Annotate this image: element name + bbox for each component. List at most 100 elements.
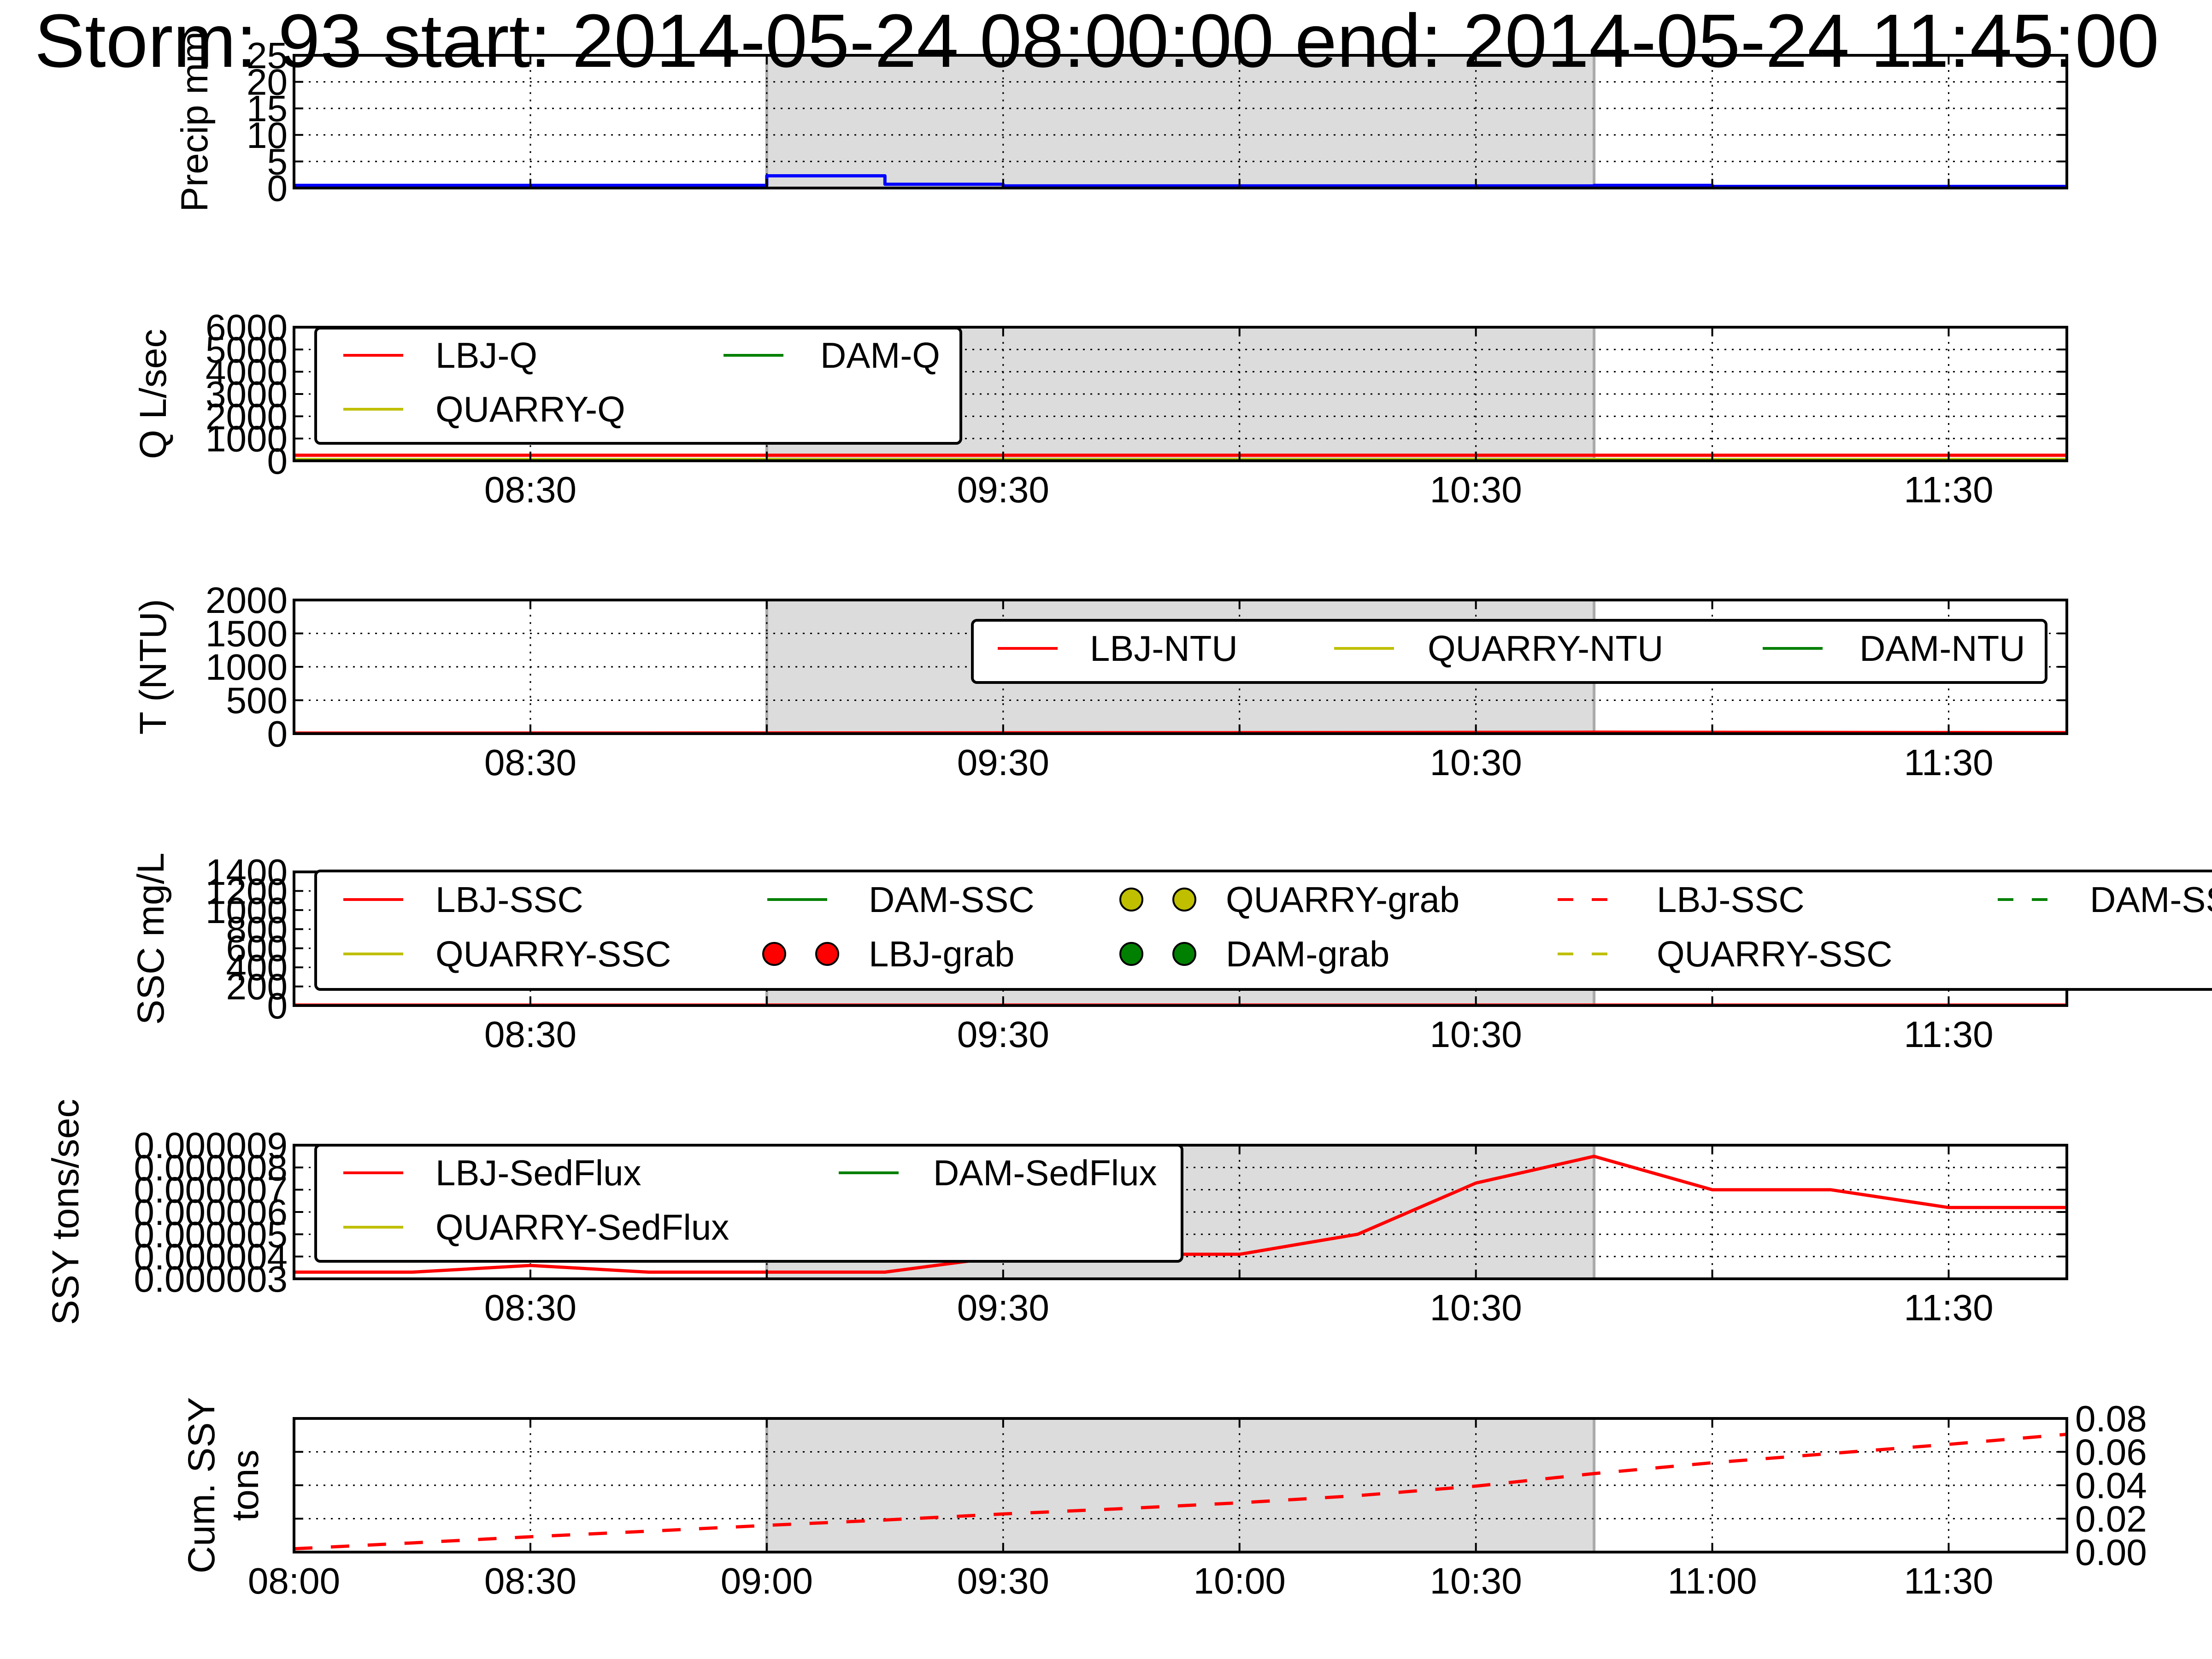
y-tick-label: 0.000006: [134, 1192, 288, 1233]
series-layer: [294, 1432, 2067, 1551]
figure-title: Storm: 93 start: 2014-05-24 08:00:00 end…: [35, 0, 2159, 83]
y-axis-label: tons: [224, 1450, 266, 1521]
y-tick-label: 1400: [206, 852, 288, 893]
legend-label: DAM-SSC: [869, 879, 1035, 920]
legend-label: QUARRY-Q: [435, 389, 625, 429]
y-tick-label: 0.06: [2075, 1432, 2147, 1473]
y-tick-label: 1200: [206, 871, 288, 912]
y-tick-label: 3000: [206, 374, 288, 415]
y-tick-label: 400: [226, 947, 288, 988]
legend-label: LBJ-Q: [435, 335, 537, 376]
x-tick-label: 11:00: [1667, 1560, 1757, 1601]
y-tick-label: 4000: [206, 352, 288, 393]
x-tick-label: 08:00: [248, 1560, 340, 1601]
legend-dot-swatch: [1119, 942, 1143, 966]
y-tick-label: 2000: [206, 396, 288, 437]
y-axis-label: Q L/sec: [132, 329, 174, 459]
legend-label: DAM-SedFlux: [933, 1153, 1157, 1193]
y-tick-label: 25: [247, 35, 288, 76]
x-tick-label: 10:30: [1430, 1287, 1522, 1328]
y-tick-label: 0: [267, 168, 288, 209]
y-tick-label: 0.000003: [134, 1259, 288, 1300]
legend-label: LBJ-SedFlux: [435, 1153, 641, 1193]
legend-dot-swatch: [1119, 888, 1143, 912]
panel-sedflux: 08:30 09:30 10:30 11:300.0000030.0000040.00…: [45, 1099, 2068, 1328]
legend-box: [314, 1144, 1183, 1263]
y-tick-label: 1500: [206, 613, 288, 654]
x-tick-label: 08:30: [484, 742, 577, 783]
series-lbj-cum-ssy: [294, 1432, 2067, 1551]
y-tick-label: 800: [226, 909, 288, 950]
legend-dot-swatch: [1172, 888, 1196, 912]
y-tick-label: 0.000004: [134, 1236, 288, 1277]
legend-label: LBJ-SSC: [435, 879, 583, 920]
legend-label: QUARRY-grab: [1226, 879, 1459, 920]
x-tick-label: 09:30: [957, 469, 1049, 510]
x-tick-label: 10:00: [1194, 1560, 1286, 1601]
y-tick-label: 1000: [206, 647, 288, 688]
y-tick-label: 5000: [206, 329, 288, 370]
x-tick-label: 09:30: [957, 742, 1049, 783]
x-tick-label: 10:30: [1430, 1014, 1522, 1055]
y-tick-label: 10: [247, 115, 288, 156]
axes-frame: [293, 54, 2068, 189]
legend-label: QUARRY-SSC: [1657, 934, 1893, 974]
x-tick-label: 09:00: [721, 1560, 813, 1601]
y-axis-label: SSY tons/sec: [45, 1099, 87, 1325]
x-tick-label: 09:30: [957, 1287, 1049, 1328]
y-tick-label: 0.000009: [134, 1125, 288, 1166]
legend-ntu: LBJ-NTU QUARRY-NTU DAM-NTU: [971, 619, 2047, 684]
y-tick-label: 0: [267, 713, 288, 754]
legend-box: [971, 619, 2047, 684]
y-tick-label: 600: [226, 928, 288, 969]
y-tick-label: 15: [247, 88, 288, 129]
y-tick-label: 0.08: [2075, 1398, 2147, 1439]
legend-label: QUARRY-SedFlux: [435, 1207, 729, 1247]
x-tick-label: 10:30: [1430, 1560, 1522, 1601]
x-tick-label: 09:30: [957, 1560, 1049, 1601]
y-tick-label: 0.000005: [134, 1214, 288, 1255]
y-tick-label: 0.000008: [134, 1147, 288, 1188]
legend-ssc: LBJ-SSC QUARRY-SSC DAM-SSC LBJ-grab QUARRY-g…: [314, 870, 2212, 991]
y-tick-label: 0.04: [2075, 1465, 2147, 1506]
legend-label: LBJ-grab: [869, 934, 1015, 974]
y-tick-label: 200: [226, 966, 288, 1007]
x-tick-label: 11:30: [1904, 1014, 1993, 1055]
x-tick-label: 11:30: [1904, 742, 1993, 783]
legend-label: DAM-NTU: [1859, 628, 2025, 669]
y-tick-label: 2000: [206, 580, 288, 621]
y-tick-label: 0.02: [2075, 1499, 2147, 1540]
x-tick-label: 10:30: [1430, 469, 1522, 510]
legend-dot-swatch: [815, 942, 839, 966]
y-tick-label: 5: [267, 141, 288, 182]
y-axis-label: T (NTU): [132, 599, 174, 735]
legend-label: LBJ-NTU: [1090, 628, 1238, 669]
y-tick-label: 500: [226, 680, 288, 721]
y-tick-label: 0.000007: [134, 1170, 288, 1211]
x-tick-label: 11:30: [1904, 1287, 1993, 1328]
panel-q: 08:30 09:30 10:30 11:30 01000200030004000500…: [132, 307, 2068, 510]
panel-cumssy: 08:00 08:30 09:00 09:30 10:00 10:30 11:00 11:30…: [181, 1397, 2147, 1601]
legend-label: QUARRY-NTU: [1428, 628, 1663, 669]
y-tick-label: 1000: [206, 418, 288, 459]
legend-label: LBJ-SSC: [1657, 879, 1805, 920]
legend-label: DAM-SSC: [2090, 879, 2212, 920]
y-tick-label: 0: [267, 985, 288, 1026]
y-tick-label: 1000: [206, 890, 288, 931]
x-tick-label: 08:30: [484, 1014, 577, 1055]
x-tick-label: 09:30: [957, 1014, 1049, 1055]
panel-ssc: 08:30 09:30 10:30 11:30 02004006008001000120…: [130, 852, 2212, 1055]
y-axis-label: Precip mm: [174, 31, 216, 212]
storm-window-shade: [766, 55, 1594, 188]
legend-label: DAM-Q: [820, 335, 940, 376]
legend-sedflux: LBJ-SedFlux QUARRY-SedFlux DAM-SedFlux: [314, 1144, 1183, 1263]
legend-box: [314, 327, 962, 445]
legend-label: QUARRY-SSC: [435, 934, 671, 974]
legend-dot-swatch: [762, 942, 786, 966]
y-axis-label: SSC mg/L: [130, 853, 172, 1025]
x-tick-label: 08:30: [484, 1287, 577, 1328]
x-tick-label: 08:30: [484, 469, 577, 510]
